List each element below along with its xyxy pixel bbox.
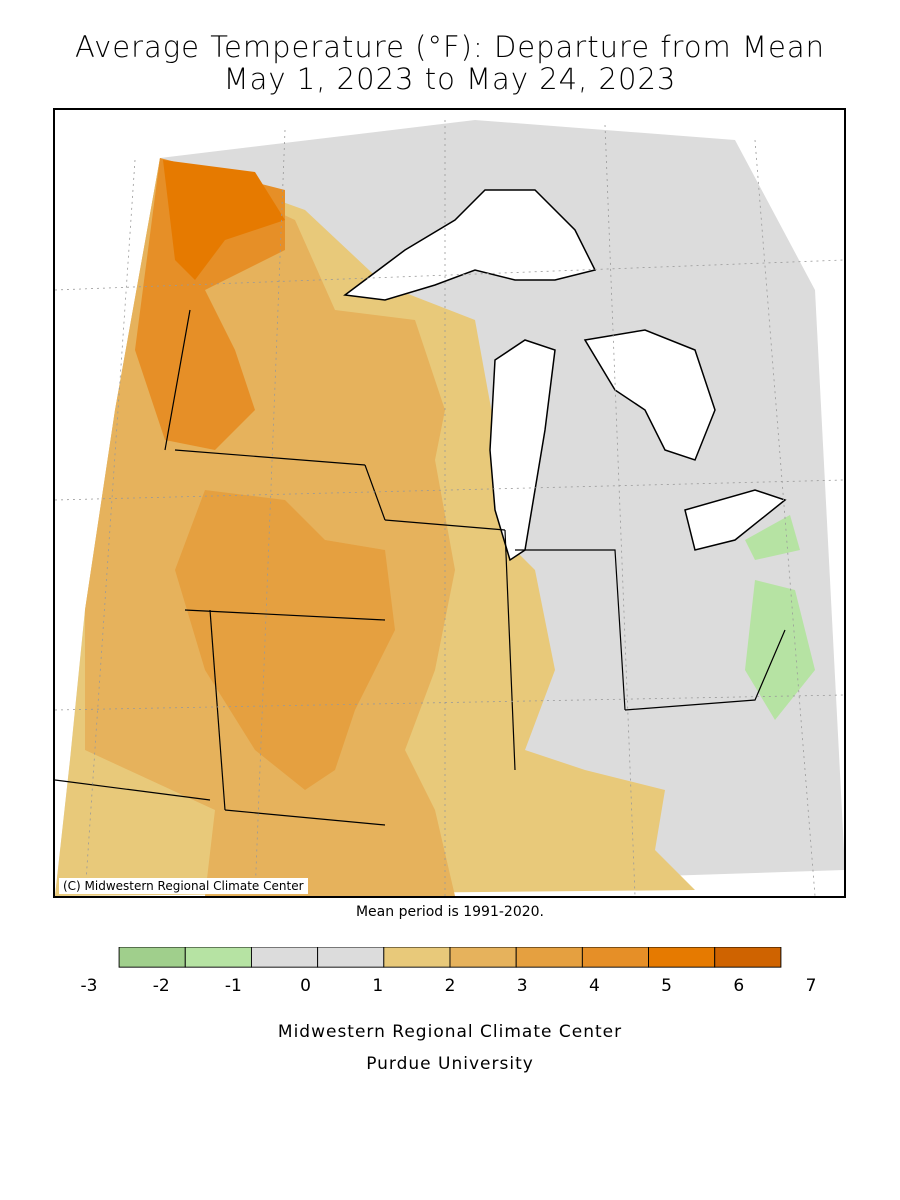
- map-canvas: [55, 110, 844, 896]
- mean-period-note: Mean period is 1991-2020.: [355, 904, 545, 920]
- color-legend: [118, 947, 782, 968]
- legend-tick-label: 0: [300, 976, 312, 996]
- lake-huron: [583, 329, 716, 461]
- legend-tick-label: -2: [152, 976, 170, 996]
- legend-tick-labels: -3 -2 -1 0 1 2 3 4 5 6 7: [0, 976, 900, 996]
- legend-swatch: [250, 947, 319, 968]
- legend-tick-label: -1: [224, 976, 242, 996]
- graticule: [55, 120, 844, 896]
- zone-minus1-green-ne: [745, 515, 800, 560]
- lake-superior: [343, 189, 597, 301]
- zone-5-6: [163, 160, 285, 280]
- legend-tick-label: 3: [516, 976, 528, 996]
- legend-tick-label: 7: [805, 976, 817, 996]
- lake-michigan: [489, 339, 556, 562]
- legend-swatch: [383, 947, 451, 968]
- zone-3-4: [175, 490, 395, 790]
- legend-tick-label: -3: [80, 976, 98, 996]
- lake-erie: [684, 489, 787, 551]
- temperature-departure-map: (C) Midwestern Regional Climate Center: [53, 108, 846, 898]
- copyright-label: (C) Midwestern Regional Climate Center: [59, 878, 308, 894]
- legend-swatch: [648, 947, 716, 968]
- map-date-range: May 1, 2023 to May 24, 2023: [223, 62, 677, 96]
- legend-tick-label: 1: [372, 976, 384, 996]
- legend-swatch: [317, 947, 385, 968]
- map-title: Average Temperature (°F): Departure from…: [74, 30, 826, 64]
- footer-organization: Midwestern Regional Climate Center: [277, 1022, 623, 1042]
- state-borders: [55, 309, 786, 826]
- legend-swatch: [449, 947, 517, 968]
- footer-university: Purdue University: [366, 1054, 534, 1074]
- legend-tick-label: 5: [661, 976, 673, 996]
- legend-swatch: [118, 947, 186, 968]
- legend-tick-label: 6: [733, 976, 745, 996]
- legend-swatch: [184, 947, 252, 968]
- legend-tick-label: 2: [444, 976, 456, 996]
- legend-swatch: [581, 947, 650, 968]
- legend-swatch: [714, 947, 782, 968]
- legend-swatch: [515, 947, 583, 968]
- legend-tick-label: 4: [588, 976, 600, 996]
- zone-minus2-minus1: [745, 580, 815, 720]
